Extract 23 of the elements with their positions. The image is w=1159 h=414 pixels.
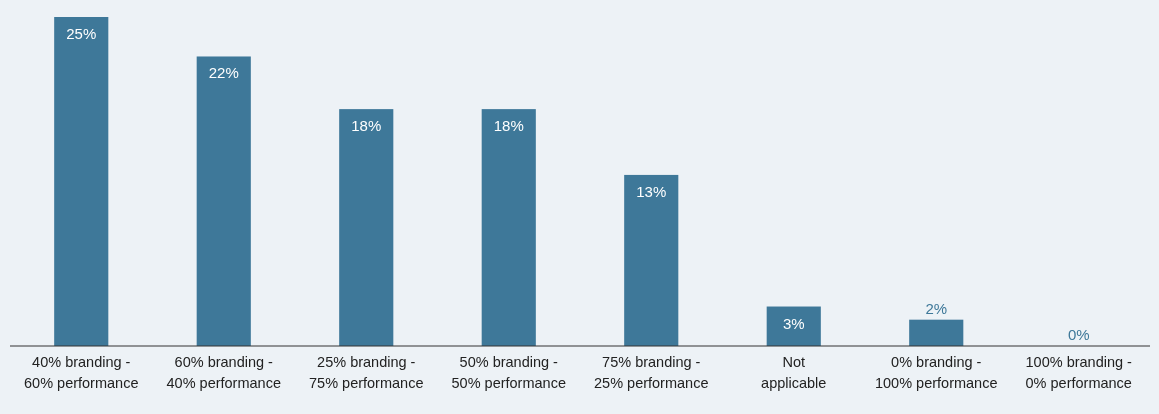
x-tick-label: 0% branding - 100% performance xyxy=(874,354,998,391)
bar xyxy=(481,109,536,346)
data-label: 18% xyxy=(351,117,382,135)
data-label: 13% xyxy=(636,182,667,200)
x-tick-label: 40% branding - 60% performance xyxy=(24,354,139,391)
bar xyxy=(339,109,394,346)
x-tick-label: 60% branding - 40% performance xyxy=(166,354,281,391)
data-label: 3% xyxy=(782,314,805,332)
bar xyxy=(766,306,821,346)
bar xyxy=(196,56,251,346)
data-label: 22% xyxy=(208,64,239,82)
data-label: 18% xyxy=(493,117,524,135)
x-tick-label: 75% branding - 25% performance xyxy=(594,354,709,391)
x-tick-label: 50% branding - 50% performance xyxy=(451,354,566,391)
x-tick-label: Not applicable xyxy=(761,354,827,391)
bar xyxy=(54,17,109,346)
data-label: 25% xyxy=(66,25,97,42)
data-label: 0% xyxy=(1067,326,1090,343)
x-tick-label: 100% branding - 0% performance xyxy=(1025,354,1133,391)
data-label: 2% xyxy=(925,299,948,317)
x-tick-label: 25% branding - 75% performance xyxy=(309,354,424,391)
bar xyxy=(909,319,964,346)
bar xyxy=(624,174,679,346)
